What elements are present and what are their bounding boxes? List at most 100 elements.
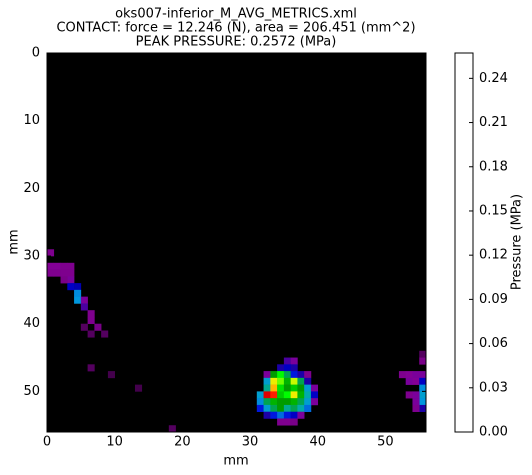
- heatmap-cell: [67, 283, 75, 291]
- heatmap-cell: [304, 377, 312, 385]
- heatmap-cell: [60, 276, 68, 284]
- heatmap-cell: [87, 364, 95, 372]
- heatmap-cell: [405, 391, 413, 399]
- heatmap-cell: [310, 398, 319, 406]
- heatmap-cell: [290, 418, 298, 426]
- chart-title: CONTACT: force = 12.246 (N), area = 206.…: [56, 21, 415, 36]
- heatmap-cell: [270, 411, 278, 419]
- heatmap-cell: [263, 398, 271, 406]
- heatmap-cell: [277, 398, 285, 406]
- heatmap-cell: [290, 357, 298, 365]
- heatmap-cell: [67, 262, 75, 270]
- heatmap-cell: [412, 398, 420, 406]
- heatmap-cell: [304, 398, 312, 406]
- heatmap-cell: [168, 425, 176, 433]
- heatmap-cell: [304, 371, 312, 379]
- heatmap-cell: [283, 418, 291, 426]
- heatmap-cell: [277, 391, 285, 399]
- heatmap-cell: [297, 404, 305, 412]
- heatmap-cell: [277, 377, 285, 385]
- heatmap-cell: [263, 404, 271, 412]
- x-tick-label: 20: [174, 435, 191, 450]
- heatmap-cell: [270, 377, 278, 385]
- colorbar-tick-label: 0.00: [479, 425, 508, 440]
- heatmap-cell: [87, 330, 95, 338]
- heatmap-cell: [283, 404, 291, 412]
- heatmap-cell: [87, 310, 95, 318]
- y-tick-label: 20: [23, 181, 40, 196]
- colorbar-tick-label: 0.21: [479, 115, 508, 130]
- heatmap-cell: [277, 411, 285, 419]
- heatmap-cell: [290, 398, 298, 406]
- heatmap-cell: [297, 384, 305, 392]
- x-axis-label: mm: [223, 454, 248, 469]
- heatmap-cell: [412, 377, 420, 385]
- heatmap-cell: [277, 364, 285, 372]
- heatmap-cell: [80, 296, 88, 304]
- heatmap-cell: [47, 269, 55, 277]
- heatmap-cell: [419, 371, 427, 379]
- heatmap-cell: [304, 391, 312, 399]
- heatmap-cell: [283, 357, 291, 365]
- x-tick-label: 0: [43, 435, 51, 450]
- heatmap-cell: [53, 269, 61, 277]
- plot-background: [47, 53, 426, 432]
- heatmap-cell: [419, 384, 427, 392]
- heatmap-cell: [310, 391, 319, 399]
- heatmap-cell: [263, 377, 271, 385]
- heatmap-cell: [283, 398, 291, 406]
- colorbar-tick-label: 0.24: [479, 71, 508, 86]
- colorbar-tick-label: 0.18: [479, 159, 508, 174]
- heatmap-cell: [412, 404, 420, 412]
- chart-title: PEAK PRESSURE: 0.2572 (MPa): [136, 35, 337, 50]
- heatmap-cell: [283, 377, 291, 385]
- heatmap-cell: [405, 371, 413, 379]
- heatmap-cell: [419, 350, 427, 358]
- heatmap-cell: [412, 391, 420, 399]
- y-tick-label: 0: [32, 46, 40, 61]
- heatmap-cell: [277, 404, 285, 412]
- plot-frame: [46, 52, 427, 433]
- heatmap-cell: [134, 384, 143, 392]
- heatmap-cell: [283, 391, 291, 399]
- heatmap-cell: [60, 269, 68, 277]
- heatmap-cell: [277, 418, 285, 426]
- heatmap-cell: [74, 289, 82, 297]
- heatmap-cell: [74, 296, 82, 304]
- heatmap-cell: [263, 411, 271, 419]
- chart-title: oks007-inferior_M_AVG_METRICS.xml: [115, 7, 357, 22]
- heatmap-cell: [47, 249, 55, 257]
- y-tick-label: 40: [23, 316, 40, 331]
- heatmap-cell: [290, 391, 298, 399]
- heatmap-cell: [101, 330, 109, 338]
- heatmap-cell: [283, 371, 291, 379]
- heatmap-cell: [297, 411, 305, 419]
- heatmap-cell: [67, 269, 75, 277]
- colorbar-tick-label: 0.15: [479, 203, 508, 218]
- heatmap-cell: [398, 371, 406, 379]
- heatmap-cell: [256, 398, 264, 406]
- heatmap-cell: [80, 323, 88, 331]
- heatmap-cell: [263, 384, 271, 392]
- heatmap-cell: [290, 404, 298, 412]
- heatmap-cell: [277, 384, 285, 392]
- heatmap-cell: [310, 384, 319, 392]
- heatmap-cell: [270, 404, 278, 412]
- heatmap-cell: [256, 404, 264, 412]
- x-tick-label: 40: [309, 435, 326, 450]
- heatmap-cell: [290, 364, 298, 372]
- heatmap-cell: [283, 384, 291, 392]
- heatmap-cell: [270, 371, 278, 379]
- heatmap-cell: [419, 377, 427, 385]
- x-tick-label: 30: [242, 435, 259, 450]
- heatmap-cell: [67, 276, 75, 284]
- heatmap-cell: [419, 404, 427, 412]
- heatmap-cell: [107, 371, 115, 379]
- heatmap-cell: [60, 262, 68, 270]
- x-tick-label: 10: [106, 435, 123, 450]
- heatmap-cell: [270, 384, 278, 392]
- heatmap-cell: [419, 391, 427, 399]
- y-tick-label: 10: [23, 113, 40, 128]
- heatmap-cell: [270, 391, 278, 399]
